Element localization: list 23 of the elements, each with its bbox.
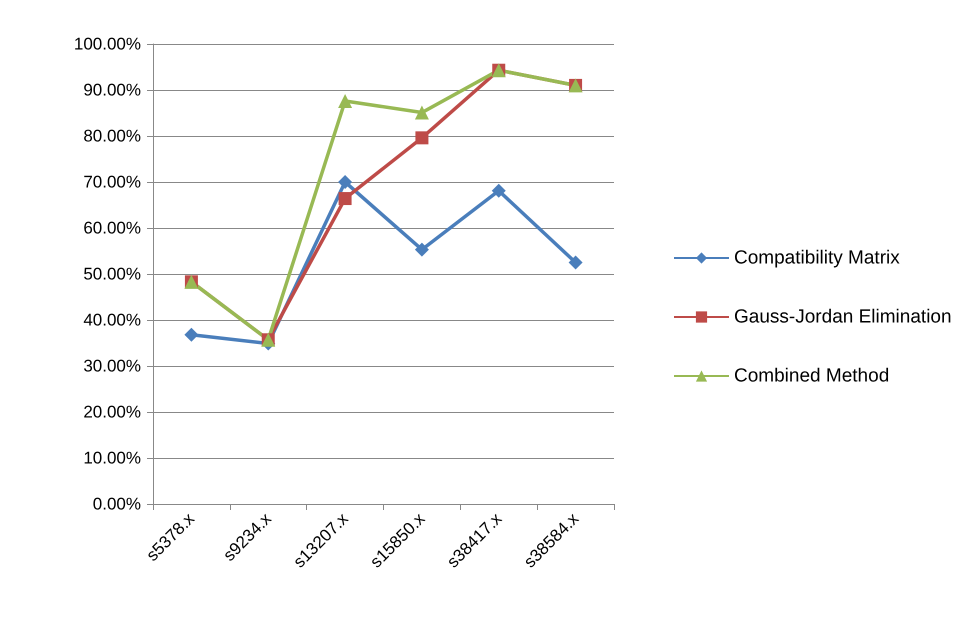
y-tick-label: 0.00%	[92, 494, 141, 514]
point	[184, 328, 198, 342]
legend-label: Gauss-Jordan Elimination	[734, 306, 952, 328]
y-tick-label: 50.00%	[83, 264, 141, 284]
point	[338, 192, 352, 206]
y-tick-label: 60.00%	[83, 218, 141, 238]
legend-label: Compatibility Matrix	[734, 248, 900, 268]
y-tick-label: 100.00%	[74, 34, 141, 54]
y-tick-label: 10.00%	[83, 448, 141, 468]
point	[568, 256, 583, 270]
point	[492, 184, 506, 198]
point	[414, 106, 429, 120]
y-tick-label: 20.00%	[83, 402, 141, 422]
legend-label: Combined Method	[734, 366, 890, 386]
point	[338, 175, 352, 189]
y-tick-label: 30.00%	[83, 356, 141, 376]
point	[338, 94, 352, 108]
point	[415, 131, 428, 144]
point	[414, 242, 429, 257]
y-tick-label: 80.00%	[83, 126, 141, 146]
y-tick-label: 90.00%	[83, 80, 141, 100]
y-tick-label: 40.00%	[83, 310, 141, 330]
y-tick-label: 70.00%	[83, 172, 141, 192]
